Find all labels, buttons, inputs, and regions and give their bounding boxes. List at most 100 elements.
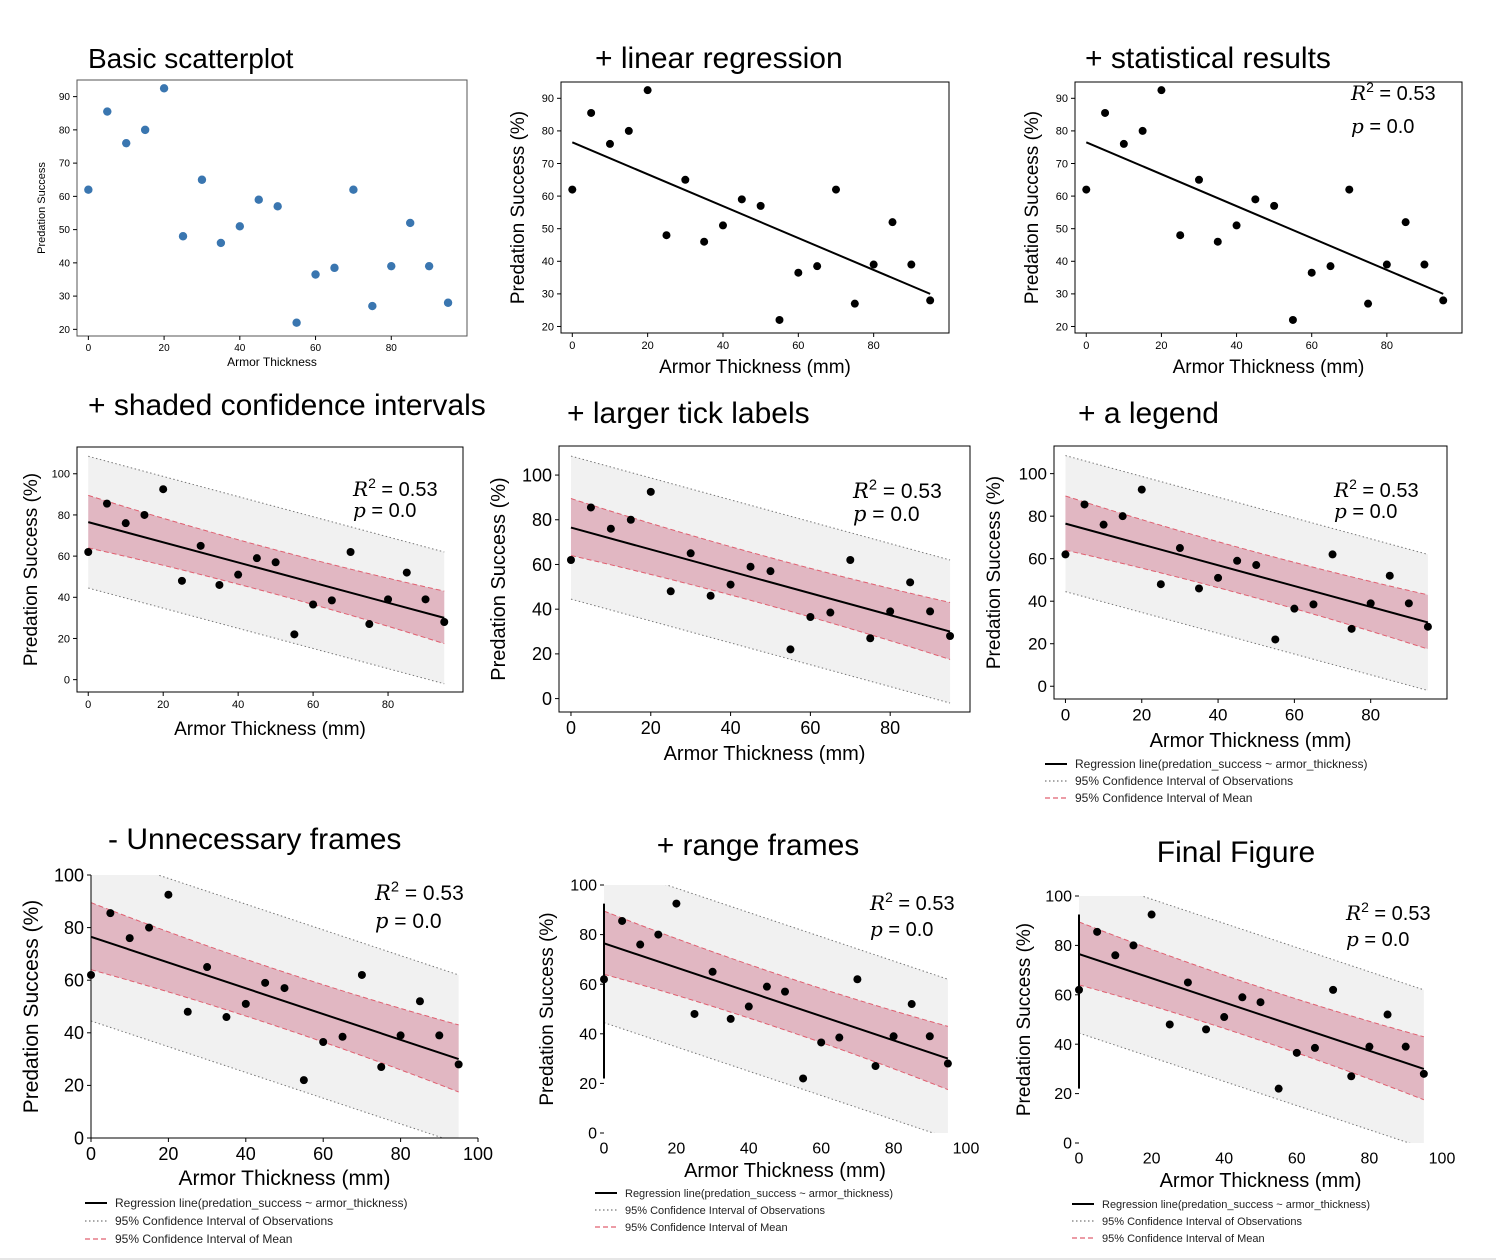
y-tick-label: 60 [1054,987,1072,1004]
y-tick-label: 50 [1056,224,1068,236]
data-point [1183,978,1192,987]
p-annotation: p = 0.0 [870,917,933,941]
data-point [292,318,301,327]
chart-title: - Unnecessary frames [108,823,401,856]
y-tick-label: 60 [59,192,71,203]
data-point [1233,556,1242,565]
data-point [396,1031,405,1040]
x-tick-label: 80 [386,343,398,354]
data-point [1271,635,1280,644]
data-point [926,296,935,305]
data-point [1156,580,1165,589]
x-tick-label: 80 [1381,340,1393,352]
x-tick-label: 80 [885,1140,903,1157]
data-point [817,1038,826,1047]
y-tick-label: 40 [58,592,70,604]
data-point [1366,599,1375,608]
data-point [1326,262,1335,271]
data-point [1401,1042,1410,1051]
x-tick-label: 60 [1306,340,1318,352]
data-point [145,923,154,932]
data-point [781,987,789,996]
x-tick-label: 80 [391,1144,411,1164]
chart-panel-9: Final Figure 0 20 40 60 80 100 0 20 40 60 80 100 Armo… [1014,836,1455,1245]
x-tick-label: 20 [641,718,661,738]
y-tick-label: 100 [1019,465,1047,484]
data-point [1101,108,1110,117]
regression-line [87,521,445,619]
data-point [794,268,803,277]
mean-ci-lower [91,969,459,1093]
y-tick-label: 60 [58,551,70,563]
chart-title: + shaded confidence intervals [88,389,486,422]
x-axis-label: Armor Thickness (mm) [1150,730,1352,752]
r2-annotation: R2 = 0.53 [1345,899,1431,925]
data-point [346,548,355,556]
x-tick-label: 40 [740,1140,758,1157]
data-point [125,934,134,943]
mean-ci-upper [1065,495,1429,596]
data-point [454,1060,463,1069]
data-point [706,591,715,600]
plot-area [1065,455,1429,691]
y-tick-label: 100 [52,469,70,481]
plot-area [87,455,445,685]
data-point [726,580,735,589]
data-point [415,997,424,1006]
mean-ci-lower [88,547,445,645]
data-point [1383,1010,1392,1019]
legend-obs-label: 95% Confidence Interval of Observations [1075,774,1293,788]
p-annotation: p = 0.0 [1334,499,1397,523]
data-point [254,195,263,204]
x-tick-label: 60 [307,699,319,711]
data-point [377,1062,386,1071]
data-point [1423,622,1432,631]
chart-panel-4: + shaded confidence intervals 0 20 40 60 80 0 2… [21,389,486,740]
data-point [222,1013,231,1022]
legend-regression-label: Regression line(predation_success ~ armo… [1102,1199,1370,1211]
data-point [756,201,765,210]
y-axis-label: Predation Success (%) [537,912,558,1105]
chart-title: + a legend [1078,397,1219,430]
x-axis-label: Armor Thickness [227,355,317,369]
r2-annotation: R2 = 0.53 [1333,476,1419,502]
obs-ci-lower [91,1020,445,1138]
y-tick-label: 50 [59,225,71,236]
data-point [866,634,875,643]
x-tick-label: 60 [792,340,804,352]
data-point [1252,561,1261,570]
r2-annotation: R2 = 0.53 [374,880,464,905]
data-point [273,202,282,211]
x-tick-label: 60 [313,1144,333,1164]
data-point [159,84,169,93]
data-point [121,519,130,528]
chart-panel-5: + larger tick labels 0 20 40 60 80 0 20 40 60 80 10… [488,397,971,765]
y-tick-label: 80 [59,125,71,136]
data-point [1093,927,1102,936]
data-point [888,218,897,227]
data-point [586,503,595,512]
chart-panel-7: - Unnecessary frames 0 20 40 60 80 100 0 20 40 60 8… [20,823,493,1246]
data-point [853,975,862,984]
y-tick-label: 60 [1056,191,1068,203]
obs-ci-upper [570,455,951,561]
x-tick-label: 60 [800,718,820,738]
data-point [159,485,168,494]
data-point [1176,231,1185,240]
x-tick-label: 20 [1143,1150,1161,1167]
data-point [946,632,955,640]
legend-regression-label: Regression line(predation_success ~ armo… [625,1188,893,1200]
data-point [203,963,212,972]
y-tick-label: 20 [64,1076,84,1096]
legend-obs-label: 95% Confidence Interval of Observations [625,1205,825,1217]
x-tick-label: 80 [1361,1150,1379,1167]
chart-title: + range frames [657,829,860,862]
data-point [775,315,784,324]
data-point [826,608,835,617]
x-tick-label: 20 [1132,705,1151,724]
data-point [1080,500,1089,509]
data-point [889,1032,898,1041]
mean-ci-upper [604,910,949,1027]
data-point [906,578,915,587]
data-point [402,568,411,577]
